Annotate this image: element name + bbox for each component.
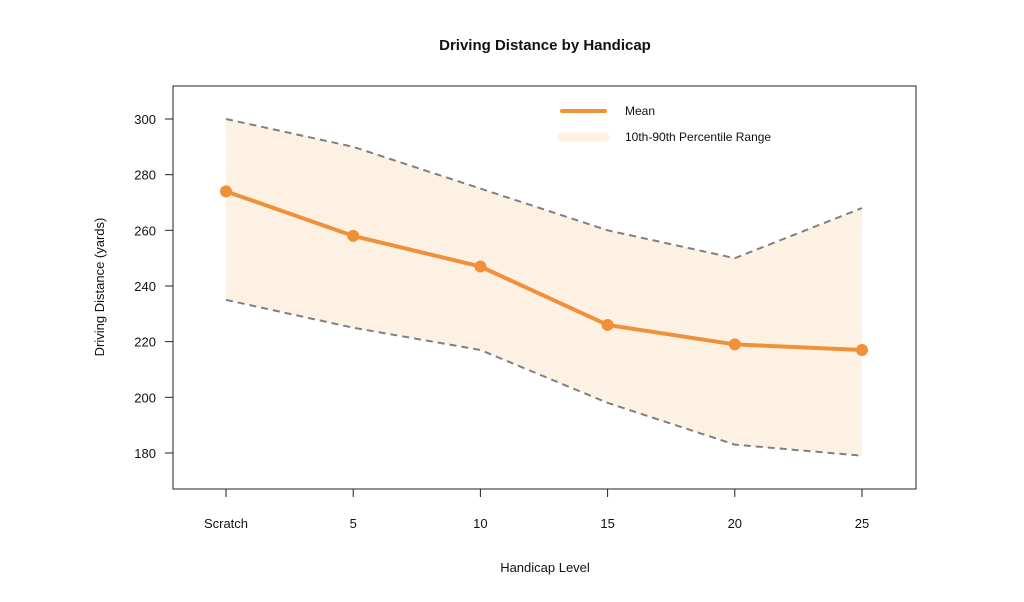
- x-tick-label: 10: [473, 516, 487, 531]
- y-tick-label: 280: [134, 168, 156, 183]
- mean-point-5: [347, 229, 360, 242]
- x-axis-label: Handicap Level: [500, 560, 590, 575]
- legend: Mean 10th-90th Percentile Range: [557, 104, 771, 144]
- y-tick-label: 260: [134, 223, 156, 238]
- lower-bound-line: [225, 298, 863, 457]
- upper-bound-line: [225, 118, 863, 260]
- mean-point-20: [728, 338, 741, 351]
- x-tick-label: 5: [350, 516, 357, 531]
- mean-line: [225, 189, 863, 352]
- y-tick-label: 220: [134, 335, 156, 350]
- x-tick-label: 20: [728, 516, 742, 531]
- x-tick-label: Scratch: [204, 516, 248, 531]
- percentile-range-band: [226, 119, 862, 456]
- y-tick-label: 200: [134, 390, 156, 405]
- mean-point-15: [601, 318, 614, 331]
- y-tick-label: 300: [134, 112, 156, 127]
- mean-point-10: [474, 260, 487, 273]
- mean-point-Scratch: [220, 185, 232, 198]
- legend-mean-label: Mean: [625, 104, 655, 118]
- x-tick-label: 15: [600, 516, 614, 531]
- y-tick-label: 180: [134, 446, 156, 461]
- y-tick-label: 240: [134, 279, 156, 294]
- y-axis-label: Driving Distance (yards): [92, 218, 107, 357]
- chart-title: Driving Distance by Handicap: [439, 37, 651, 54]
- plot-frame: [172, 85, 917, 490]
- mean-point-25: [856, 343, 868, 356]
- x-tick-label: 25: [855, 516, 869, 531]
- legend-range-label: 10th-90th Percentile Range: [625, 130, 771, 144]
